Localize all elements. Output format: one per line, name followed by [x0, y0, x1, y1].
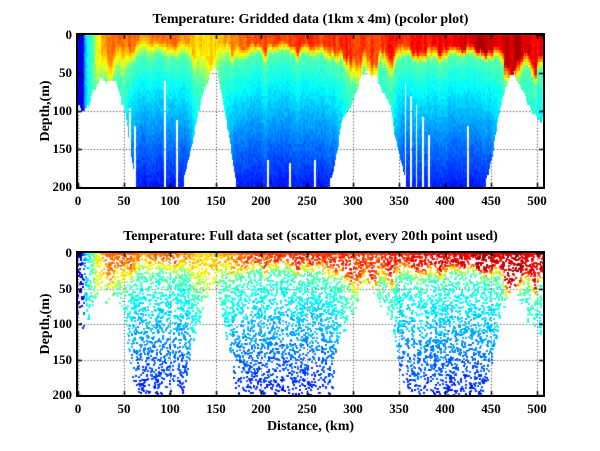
x-tick-label: 400: [435, 401, 455, 416]
x-tick-label: 100: [160, 401, 180, 416]
y-tick-label: 100: [52, 316, 73, 331]
y-tick-label: 200: [52, 179, 73, 194]
y-tick-label: 50: [59, 281, 72, 296]
scatter-temperature-canvas: [78, 253, 543, 395]
y-tick-label: 0: [65, 27, 73, 42]
x-tick-label: 250: [297, 401, 317, 416]
y-tick-label: 150: [52, 141, 73, 156]
y-tick-label: 200: [52, 387, 73, 402]
x-tick-label: 300: [343, 401, 363, 416]
x-tick-label: 150: [206, 401, 226, 416]
y-tick-label: 50: [59, 65, 72, 80]
x-tick-label: 500: [527, 401, 547, 416]
x-tick-label: 0: [74, 193, 82, 208]
x-tick-label: 50: [117, 401, 131, 416]
x-tick-label: 450: [481, 401, 501, 416]
x-tick-label: 350: [389, 193, 409, 208]
x-tick-label: 500: [527, 193, 547, 208]
x-tick-label: 250: [297, 193, 317, 208]
x-tick-label: 400: [435, 193, 455, 208]
subplot2-plot-area: [76, 251, 545, 397]
x-tick-label: 50: [117, 193, 131, 208]
subplot2-xlabel: Distance, (km): [266, 419, 355, 434]
x-tick-label: 200: [251, 401, 271, 416]
x-tick-label: 100: [160, 193, 180, 208]
y-tick-label: 0: [65, 245, 73, 260]
x-tick-label: 300: [343, 193, 363, 208]
x-tick-label: 350: [389, 401, 409, 416]
subplot1-title: Temperature: Gridded data (1km x 4m) (pc…: [152, 12, 469, 27]
pcolor-temperature-canvas: [78, 35, 543, 187]
y-tick-label: 100: [52, 103, 73, 118]
x-tick-label: 450: [481, 193, 501, 208]
x-tick-label: 0: [74, 401, 82, 416]
x-tick-label: 200: [251, 193, 271, 208]
x-tick-label: 150: [206, 193, 226, 208]
subplot1-plot-area: [76, 33, 545, 189]
subplot2-title: Temperature: Full data set (scatter plot…: [123, 229, 498, 244]
y-tick-label: 150: [52, 352, 73, 367]
